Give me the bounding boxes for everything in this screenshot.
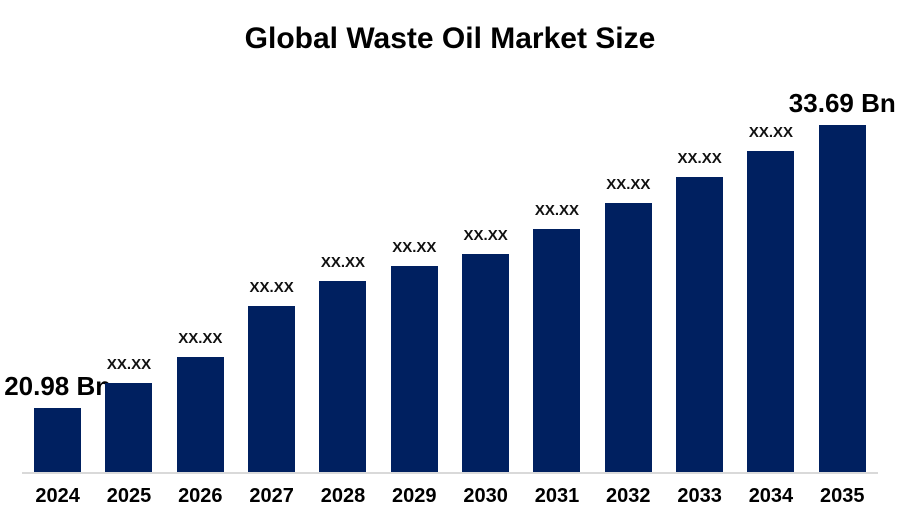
bar-group-2030: XX.XX (450, 228, 521, 473)
bar-group-2034: XX.XX (735, 125, 806, 473)
bar-value-label-2027: XX.XX (249, 279, 294, 296)
bar-group-2025: XX.XX (93, 357, 164, 473)
x-tick-label-2024: 2024 (35, 485, 80, 507)
bar-group-2026: XX.XX (165, 331, 236, 473)
bar-value-label-2032: XX.XX (606, 176, 651, 193)
bar-value-label-2034: XX.XX (748, 124, 794, 141)
bar-value-label-2031: XX.XX (534, 202, 580, 219)
x-tick-label-2028: 2028 (320, 485, 366, 507)
bar-group-2028: XX.XX (307, 255, 378, 473)
plot-area: 20.98 Bn XX.XX XX.XX XX.XX XX.XX XX.XX XX.XX XX… (4, 0, 896, 473)
bar-group-2029: XX.XX (379, 240, 450, 473)
x-tick-label-2026: 2026 (178, 485, 223, 507)
x-tick-label-2027: 2027 (249, 485, 294, 507)
bar-value-label-2026: XX.XX (178, 330, 223, 347)
bar-group-2031: XX.XX (521, 203, 592, 473)
bar-value-label-2030: XX.XX (463, 227, 508, 244)
bar-group-2035: 33.69 Bn (789, 90, 896, 473)
bar-2030 (462, 254, 510, 473)
x-tick-label-2032: 2032 (606, 485, 651, 507)
bar-value-label-2028: XX.XX (320, 254, 366, 271)
bar-2028 (319, 281, 367, 473)
bar-2035 (818, 125, 866, 473)
bar-2031 (533, 229, 581, 473)
bar-2032 (604, 203, 652, 473)
x-axis-line (22, 472, 878, 474)
x-tick-label-2031: 2031 (534, 485, 580, 507)
x-tick-label-2035: 2035 (820, 485, 865, 507)
x-tick-label-2025: 2025 (106, 485, 152, 507)
bar-2029 (390, 266, 438, 473)
bar-value-label-2033: XX.XX (677, 150, 722, 167)
bar-2024 (34, 408, 82, 473)
bar-2026 (176, 357, 224, 473)
bar-value-label-2025: XX.XX (106, 356, 152, 373)
bar-2025 (105, 383, 153, 473)
x-tick-label-2029: 2029 (392, 485, 437, 507)
bar-2033 (676, 177, 724, 473)
bar-group-2032: XX.XX (593, 177, 664, 473)
bar-group-2024: 20.98 Bn (4, 373, 111, 473)
x-axis-labels: 2024 2025 2026 2027 2028 2029 2030 2031 2032 2033… (22, 485, 878, 508)
bar-value-label-2035: 33.69 Bn (788, 88, 896, 118)
x-tick-label-2034: 2034 (748, 485, 794, 507)
chart-title: Global Waste Oil Market Size (244, 22, 656, 55)
bar-group-2027: XX.XX (236, 280, 307, 473)
bar-value-label-2024: 20.98 Bn (4, 371, 112, 401)
bar-2034 (747, 151, 795, 473)
bar-2027 (248, 306, 296, 473)
x-tick-label-2033: 2033 (677, 485, 722, 507)
x-tick-label-2030: 2030 (463, 485, 508, 507)
bar-group-2033: XX.XX (664, 151, 735, 473)
bar-value-label-2029: XX.XX (392, 239, 437, 256)
